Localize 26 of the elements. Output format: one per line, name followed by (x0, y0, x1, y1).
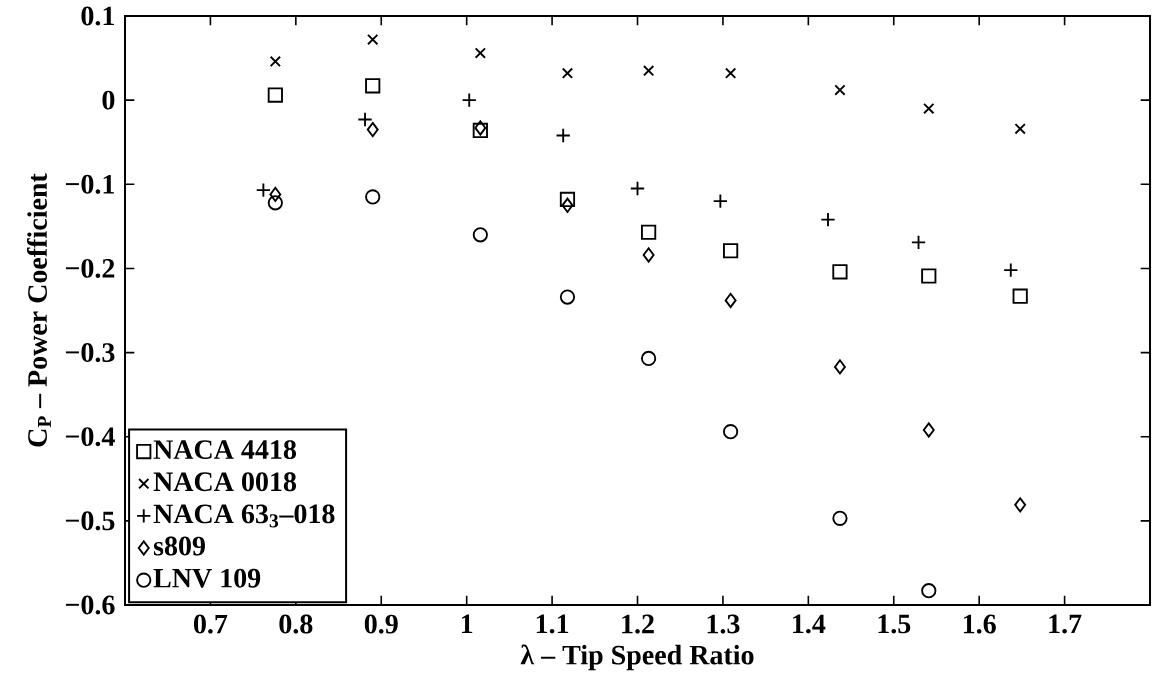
x-tick-label: 1 (461, 614, 473, 634)
x-tick-label: 1.6 (963, 614, 996, 634)
x-tick-label: 1.7 (1049, 614, 1082, 634)
x-tick-label: 0.7 (193, 614, 228, 634)
y-tick-label: −0.4 (65, 427, 115, 447)
y-tick-label: −0.5 (65, 511, 115, 531)
y-tick-label: −0.3 (65, 343, 115, 363)
y-axis-title: C$_{P}$ – Power Coefficient (26, 173, 51, 447)
x-tick-label: 1.2 (622, 614, 654, 634)
legend-label: s809 (153, 536, 205, 556)
y-tick-label: 0.1 (81, 6, 114, 26)
legend-label: LNV 109 (153, 568, 261, 588)
legend-label: NACA 4418 (153, 440, 297, 460)
x-tick-label: 0.9 (364, 614, 398, 634)
x-axis-title: λ – Tip Speed Ratio (520, 644, 754, 671)
x-tick-label: 1.3 (707, 614, 740, 634)
y-tick-label: −0.6 (65, 595, 115, 615)
y-tick-label: −0.2 (65, 258, 115, 278)
y-tick-label: −0.1 (65, 174, 114, 194)
legend-label: NACA 0018 (153, 472, 297, 492)
x-tick-label: 1.1 (536, 614, 569, 634)
legend-label: NACA 63$_{3}$–018 (153, 504, 335, 528)
y-tick-label: 0 (102, 90, 115, 110)
x-tick-label: 1.5 (878, 614, 911, 634)
x-tick-label: 0.8 (279, 614, 313, 634)
x-tick-label: 1.4 (793, 614, 826, 634)
